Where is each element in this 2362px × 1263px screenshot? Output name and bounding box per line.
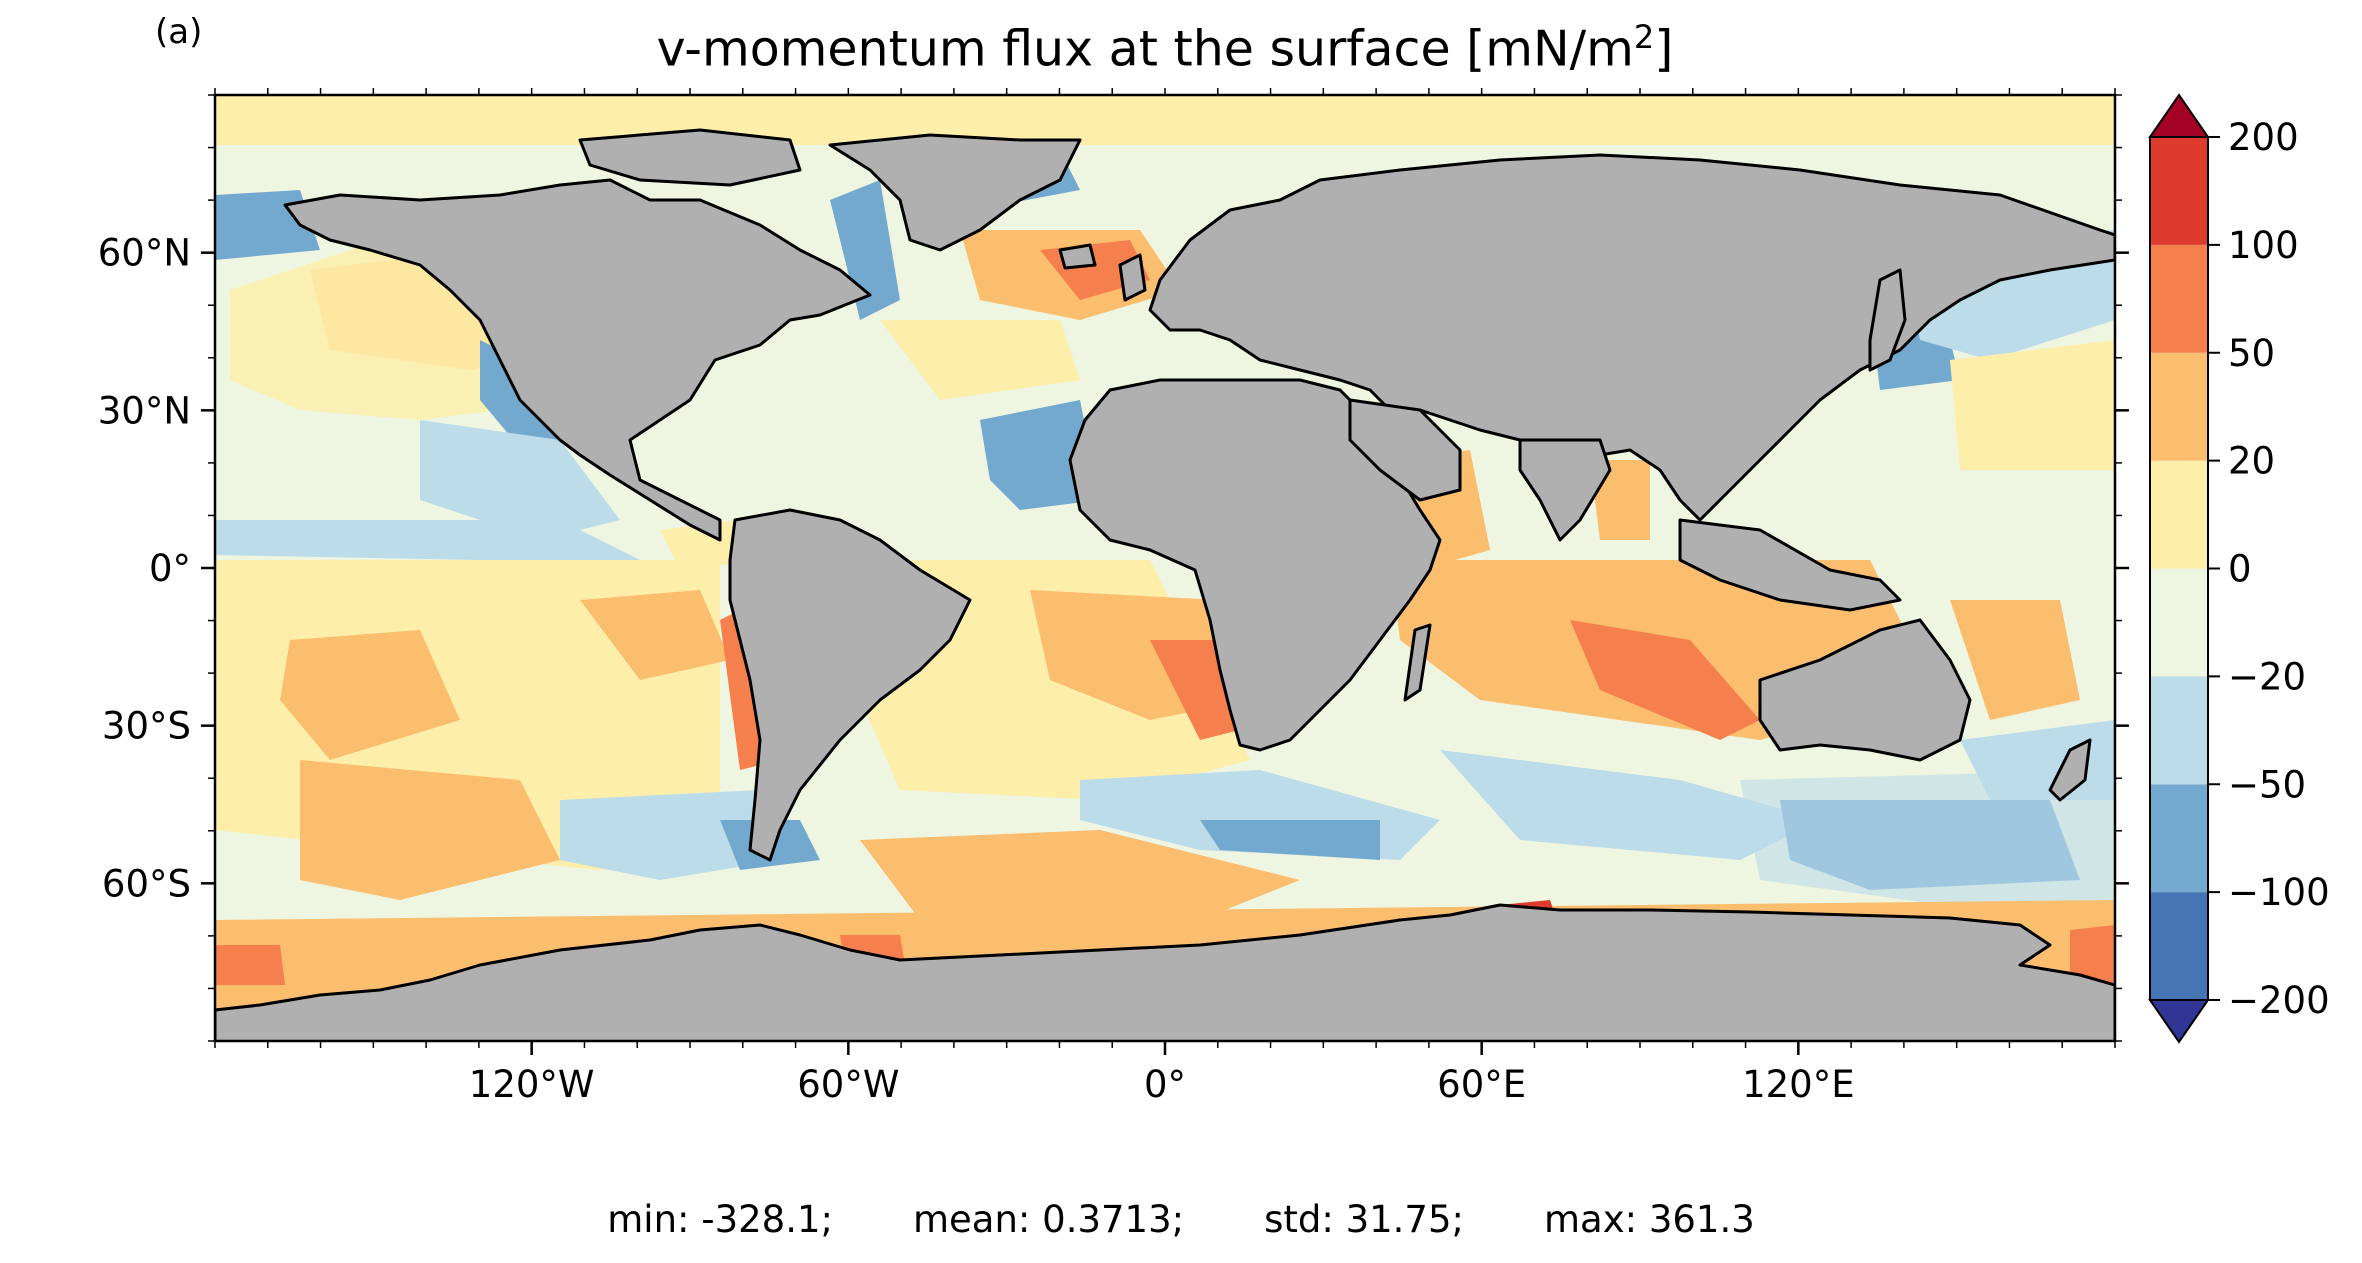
field-south-ocean-positive bbox=[860, 830, 1300, 920]
title-superscript: 2 bbox=[1633, 18, 1655, 56]
title-close: ] bbox=[1654, 20, 1674, 78]
map-area bbox=[215, 95, 2115, 1041]
y-tick-label: 30°S bbox=[102, 705, 191, 748]
colorbar-tick-label: −200 bbox=[2228, 979, 2330, 1022]
y-tick-label: 60°S bbox=[102, 862, 191, 905]
colorbar-segment bbox=[2150, 892, 2208, 1000]
field-s-pacific-positive-3 bbox=[580, 590, 730, 680]
colorbar-extend-max bbox=[2148, 93, 2210, 138]
colorbar-extend-min bbox=[2148, 999, 2210, 1044]
field-australia-east-positive bbox=[1950, 600, 2080, 720]
x-tick-label: 60°W bbox=[797, 1063, 899, 1106]
colorbar-tick-label: 0 bbox=[2228, 548, 2252, 591]
iceland bbox=[1058, 243, 1097, 270]
madagascar bbox=[1403, 623, 1432, 702]
antarctica bbox=[215, 903, 2115, 1041]
y-tick-label: 60°N bbox=[98, 232, 191, 275]
colorbar-tick-label: −100 bbox=[2228, 871, 2330, 914]
stat-std: std: 31.75; bbox=[1264, 1198, 1464, 1241]
colorbar-tick-label: 50 bbox=[2228, 332, 2275, 375]
stat-mean: mean: 0.3713; bbox=[913, 1198, 1185, 1241]
colorbar-segment bbox=[2150, 568, 2208, 677]
land bbox=[215, 128, 2115, 1041]
arabia bbox=[1348, 398, 1462, 502]
field-s-pacific-positive-4 bbox=[300, 760, 560, 900]
field-labrador-negative bbox=[830, 180, 900, 320]
southeast-asia-islands bbox=[1678, 518, 1902, 612]
colorbar-segment bbox=[2150, 137, 2208, 245]
x-tick-label: 60°E bbox=[1437, 1063, 1526, 1106]
europe-asia bbox=[1148, 153, 2115, 522]
colorbar-segment bbox=[2150, 352, 2208, 461]
colorbar-tick-label: 200 bbox=[2228, 116, 2299, 159]
field-n-pacific-coast-light-negative bbox=[420, 420, 620, 540]
y-tick-label: 0° bbox=[149, 547, 191, 590]
new-zealand bbox=[2048, 738, 2092, 802]
colorbar-segment bbox=[2150, 244, 2208, 353]
x-tick-label: 120°E bbox=[1742, 1063, 1855, 1106]
field-s-atlantic-negative-2 bbox=[1200, 820, 1380, 860]
colorbar-tick-label: −50 bbox=[2228, 763, 2306, 806]
panel-label: (a) bbox=[155, 12, 203, 52]
stat-min: min: -328.1; bbox=[607, 1198, 833, 1241]
arctic-islands bbox=[578, 128, 802, 187]
x-tick-label: 120°W bbox=[469, 1063, 595, 1106]
field-s-indian-negative bbox=[1440, 750, 1820, 860]
field-s-pacific-positive-2 bbox=[280, 630, 460, 760]
x-tick-label: 0° bbox=[1144, 1063, 1186, 1106]
map-title: v-momentum flux at the surface [mN/m2] bbox=[215, 18, 2115, 77]
greenland bbox=[828, 133, 1082, 252]
field-s-indian-light bbox=[1740, 770, 2115, 910]
australia bbox=[1758, 618, 1972, 762]
japan bbox=[1868, 268, 1907, 372]
field-antarctic-strong-1 bbox=[215, 945, 285, 985]
field-indian-strong-positive bbox=[1570, 620, 1760, 740]
colorbar-segment bbox=[2150, 784, 2208, 893]
field-antarctic-strong-2 bbox=[2070, 925, 2115, 985]
colorbar-tick-label: 100 bbox=[2228, 224, 2299, 267]
india bbox=[1518, 438, 1612, 542]
field-n-atlantic-light bbox=[880, 320, 1080, 400]
field-arctic-positive bbox=[215, 95, 2115, 145]
field-nw-pacific-positive bbox=[1950, 340, 2115, 470]
stats-line: min: -328.1; mean: 0.3713; std: 31.75; max:… bbox=[0, 1198, 2362, 1241]
y-tick-label: 30°N bbox=[98, 389, 191, 432]
south-america bbox=[728, 508, 972, 862]
field-canary-negative bbox=[980, 400, 1100, 510]
colorbar-segment bbox=[2150, 460, 2208, 569]
uk bbox=[1118, 253, 1147, 302]
axis-ticks: 120°W 60°W 0° 60°E 120°E 60°N 30°N 0° 30°S 60°S bbox=[98, 88, 2129, 1106]
colorbar-tick-label: −20 bbox=[2228, 655, 2306, 698]
colorbar-tick-label: 20 bbox=[2228, 440, 2275, 483]
colorbar-segment bbox=[2150, 676, 2208, 785]
title-text: v-momentum flux at the surface [mN/m bbox=[656, 20, 1634, 78]
stat-max: max: 361.3 bbox=[1543, 1198, 1755, 1241]
field-south-pacific-negative bbox=[560, 790, 780, 880]
field-equatorial-pacific-negative bbox=[215, 520, 640, 560]
north-america bbox=[283, 178, 872, 542]
